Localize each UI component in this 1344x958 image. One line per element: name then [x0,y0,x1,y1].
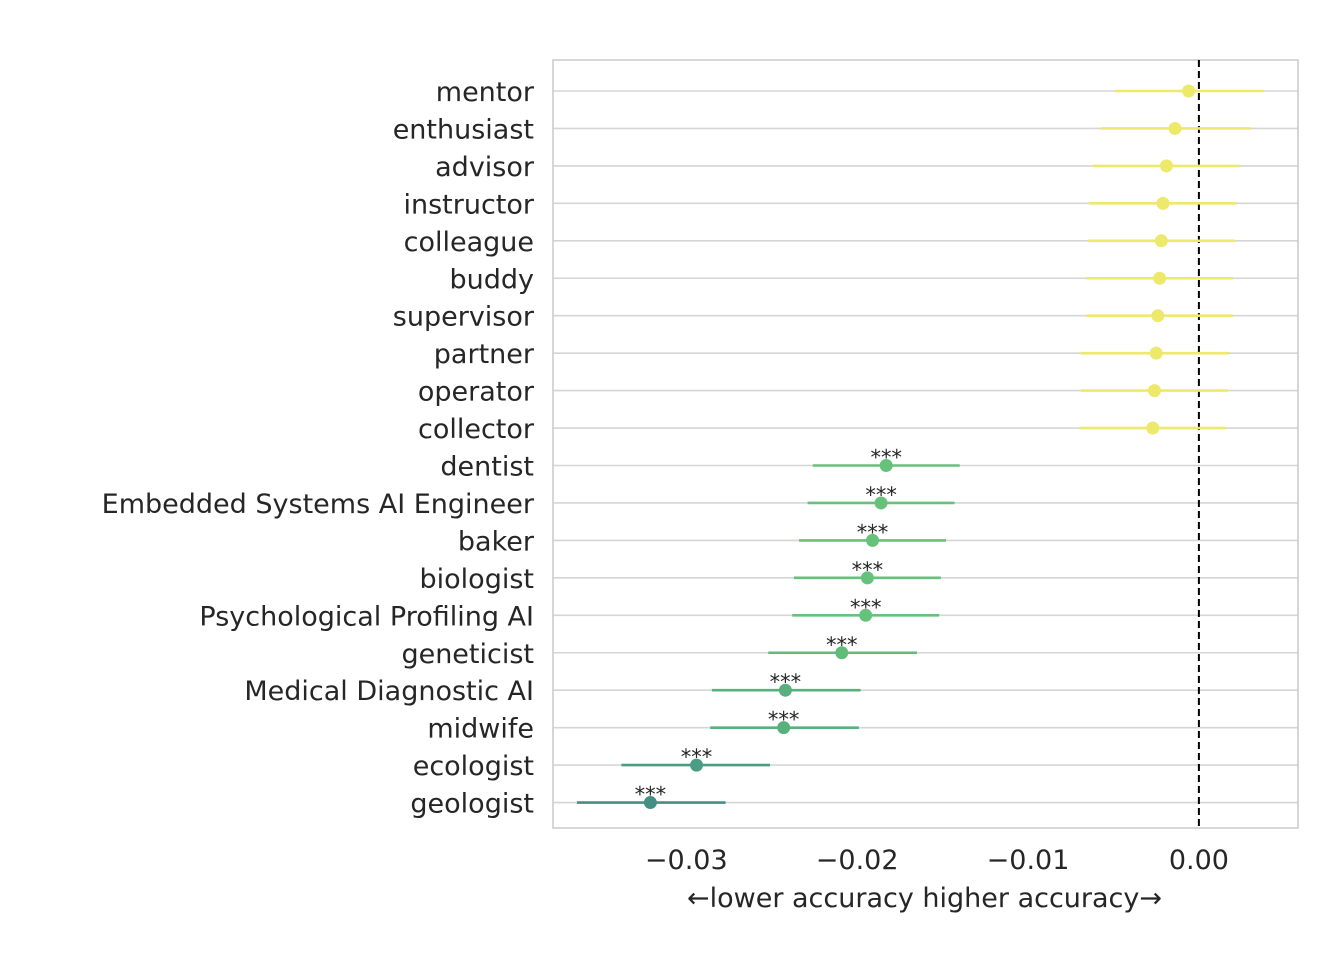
category-label: supervisor [393,302,535,333]
category-label: instructor [403,189,534,220]
category-label: buddy [449,264,534,295]
significance-label: *** [681,745,713,769]
significance-labels: *** *** *** *** *** *** *** *** *** *** [635,446,902,807]
category-label: mentor [436,77,535,108]
point-estimate [1159,159,1173,173]
significance-label: *** [770,670,802,694]
category-label: Embedded Systems AI Engineer [102,489,535,520]
significance-label: *** [635,783,667,807]
plot-frame [552,59,1299,829]
point-estimate [643,796,657,810]
point-estimate [859,608,873,622]
x-tick-label: −0.03 [645,845,728,876]
point-estimate [1182,84,1196,98]
point-estimate [874,496,888,510]
x-axis-title: ←lower accuracy higher accuracy→ [687,883,1162,914]
point-estimate [778,683,792,697]
category-label: Psychological Profiling AI [199,601,534,632]
significance-label: *** [768,708,800,732]
category-label: partner [434,339,535,370]
category-label: dentist [440,452,534,483]
point-estimate [1156,196,1170,210]
point-estimate [866,533,880,547]
x-tick-label: −0.01 [987,845,1070,876]
point-estimate [879,459,893,472]
point-estimate [835,646,849,660]
category-label: midwife [427,714,534,745]
x-tick-labels: −0.03 −0.02 −0.01 0.00 [645,845,1229,876]
point-estimate [1147,384,1161,398]
category-label: advisor [435,152,535,183]
category-label: Medical Diagnostic AI [244,676,534,707]
category-label: ecologist [413,751,534,782]
significance-label: *** [826,633,858,657]
category-labels: mentor enthusiast advisor instructor colleag… [102,77,535,820]
significance-label: *** [857,520,889,544]
point-estimate [690,758,704,772]
point-estimate [1146,421,1160,435]
category-label: baker [458,526,535,557]
point-estimate [1154,234,1168,248]
significance-label: *** [870,446,902,470]
category-label: operator [418,377,535,408]
point-estimate [1149,346,1163,360]
category-label: colleague [404,227,534,258]
gridlines [553,90,1298,804]
category-label: enthusiast [393,114,534,145]
category-label: biologist [420,564,534,595]
category-label: geneticist [401,639,534,670]
significance-label: *** [850,595,882,619]
point-estimate [860,571,874,585]
point-estimate [1153,271,1167,285]
point-estimate [777,721,791,735]
point-estimates [643,84,1196,810]
significance-label: *** [852,558,884,582]
x-tick-label: 0.00 [1169,845,1229,876]
x-tick-label: −0.02 [816,845,899,876]
point-estimate [1168,121,1182,135]
significance-label: *** [865,483,897,507]
point-estimate [1151,309,1165,323]
category-label: collector [418,414,535,445]
category-label: geologist [410,789,534,820]
